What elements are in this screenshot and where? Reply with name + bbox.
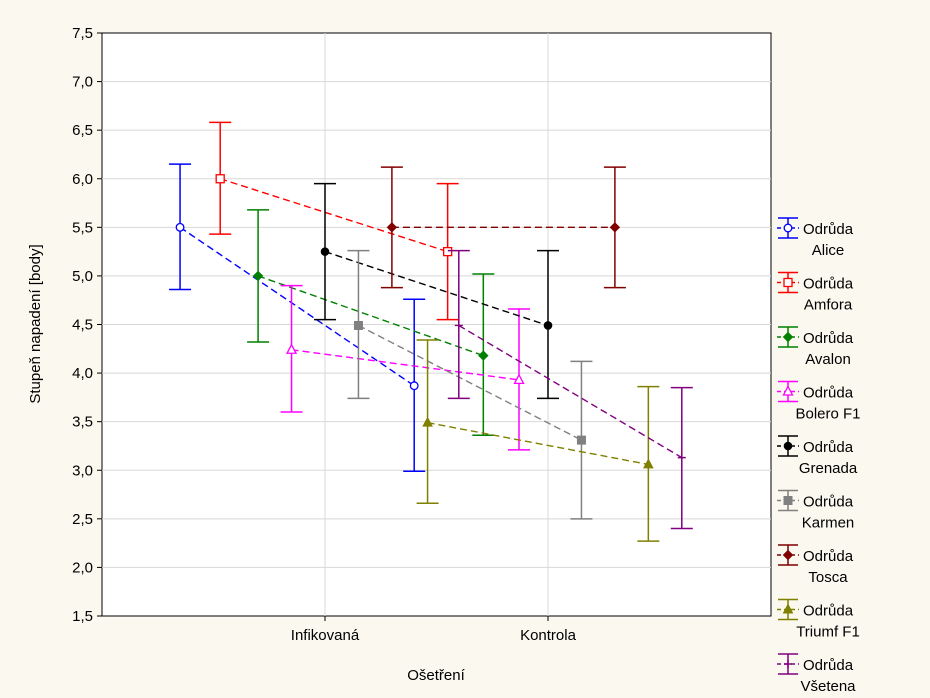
series-karmen [347,249,593,520]
y-tick-label: 6,0 [72,171,93,188]
data-point [409,381,419,391]
y-tick-label: 2,0 [72,559,93,576]
data-point [643,458,654,469]
y-tick-label: 1,5 [72,608,93,625]
series-line [358,324,582,441]
data-point [454,321,463,330]
series-avalon [247,209,495,437]
data-point [353,320,363,330]
series-line [324,250,549,327]
x-tick-label: Kontrola [520,627,577,644]
y-tick-label: 7,5 [72,25,93,42]
y-tick-label: 6,5 [72,122,93,139]
legend-marker [783,441,793,451]
y-tick-label: 7,0 [72,74,93,91]
data-point [215,174,225,184]
y-axis-label: Stupeň napadení [body] [27,244,44,403]
legend-entry: Odrůda Triumf F1 [777,598,860,641]
legend-label: Odrůda [803,385,854,402]
legend-label: Odrůda [803,330,854,347]
legend-label: Amfora [804,297,853,314]
data-point [285,343,298,354]
legend-label: Tosca [808,569,848,586]
data-point [422,416,433,427]
y-tick-label: 2,5 [72,511,93,528]
legend-label: Grenada [799,460,858,477]
series-tosca [380,166,626,289]
legend-label: Všetena [800,678,856,695]
legend-label: Odrůda [803,494,854,511]
legend: OdrůdaAliceOdrůdaAmforaOdrůdaAvalonOdrůd… [777,217,861,695]
legend-entry: Odrůda Tosca [777,544,854,586]
legend-label: Odrůda [803,276,854,293]
grid [102,33,771,616]
legend-marker [782,549,794,561]
data-point [609,222,621,233]
series-grenada [314,182,559,400]
legend-marker [784,660,792,668]
legend-marker [783,277,793,288]
legend-marker [782,385,794,396]
series-alice [169,163,426,472]
series-group [169,121,693,542]
legend-label: Karmen [802,515,855,532]
data-point [513,373,525,385]
legend-label: Avalon [805,351,851,368]
series-v-etena [447,249,693,530]
legend-entry: Odrůda Alice [777,217,854,259]
data-point [442,246,453,257]
y-tick-label: 5,0 [72,268,93,285]
legend-entry: Odrůda Amfora [777,271,854,314]
y-tick-label: 3,0 [72,462,93,479]
legend-label: Odrůda [803,439,854,456]
data-point [478,350,489,361]
legend-entry: Odrůda Karmen [777,489,855,532]
x-axis-label: Ošetření [407,667,465,684]
series-amfora [209,121,459,321]
series-line [219,178,448,253]
data-point [320,247,330,256]
legend-entry: Odrůda Grenada [777,435,858,477]
y-tick-label: 4,5 [72,317,93,334]
x-axis: Infikovaná Kontrola [291,616,577,644]
legend-entry: Odrůda Bolero F1 [777,380,861,423]
series-line [257,275,484,357]
legend-marker [783,223,793,233]
legend-label: Odrůda [803,548,854,565]
data-point [543,321,553,330]
y-tick-label: 3,5 [72,414,93,431]
series-triumf-f1 [416,339,660,542]
y-tick-label: 4,0 [72,365,93,382]
series-line [291,349,520,381]
legend-entry: Odrůda Všetena [777,653,856,695]
series-bolero-f1 [280,284,531,451]
legend-marker [782,331,794,343]
legend-label: Alice [812,242,845,259]
series-line [179,226,415,387]
y-axis: 1,5 2,0 2,5 3,0 3,5 4,0 4,5 5,0 5,5 6,0 6,5 7,0 7,5 [72,25,102,625]
legend-marker [783,496,793,505]
data-point [252,270,264,282]
data-point [386,222,398,233]
data-point [677,453,686,462]
legend-label: Odrůda [803,657,854,674]
legend-entry: Odrůda Avalon [777,326,854,368]
legend-label: Odrůda [803,221,854,238]
legend-marker [782,603,794,614]
legend-label: Triumf F1 [796,624,860,641]
series-line [427,421,649,466]
legend-label: Bolero F1 [795,406,860,423]
x-tick-label: Infikovaná [291,627,360,644]
y-tick-label: 5,5 [72,219,93,236]
data-point [576,435,586,445]
data-point [175,222,185,232]
legend-label: Odrůda [803,603,854,620]
